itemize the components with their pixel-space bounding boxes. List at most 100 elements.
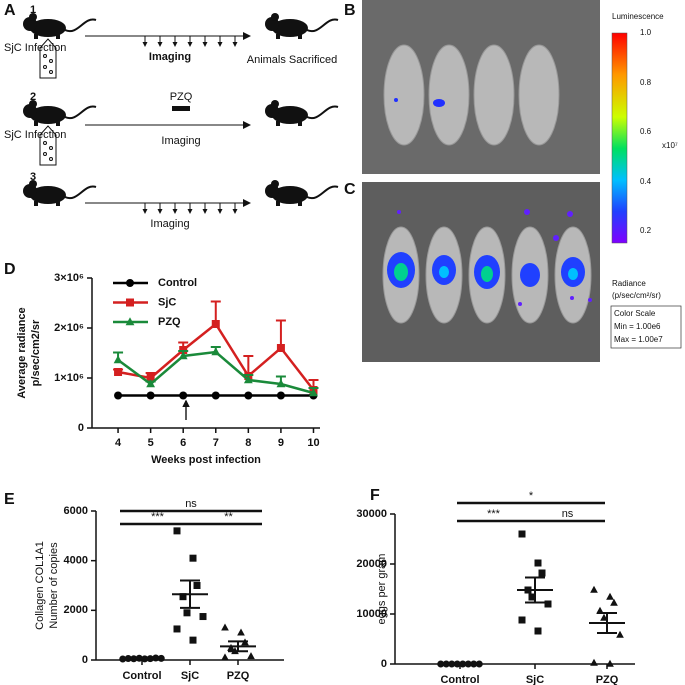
marker	[221, 653, 229, 661]
marker	[606, 592, 614, 600]
y-tick-label: 3×10⁶	[54, 272, 84, 284]
x-axis-label: Weeks post infection	[151, 454, 261, 466]
panel-a: A 1 SjC Infection Imaging Animals Sacrif…	[4, 2, 339, 230]
significance-label: ns	[562, 508, 574, 520]
x-tick-label: 6	[180, 437, 186, 449]
panel-label: D	[4, 261, 16, 278]
x-tick-label: 7	[213, 437, 219, 449]
marker	[244, 391, 253, 400]
marker	[221, 623, 229, 631]
y-axis-label: eggs per gram	[376, 554, 388, 625]
legend-marker	[126, 279, 134, 287]
marker	[309, 388, 318, 397]
y-tick-label: 2×10⁶	[54, 322, 84, 334]
significance-label: *	[529, 490, 534, 502]
y-tick-label: 2000	[64, 604, 88, 616]
legend-label: Control	[158, 277, 197, 289]
marker	[179, 593, 187, 601]
y-tick-label: 6000	[64, 505, 88, 517]
panel-images: B C	[344, 0, 600, 362]
scale-min: Min = 1.00e6	[614, 322, 661, 331]
x-tick-label: Control	[122, 670, 161, 682]
marker	[590, 585, 598, 593]
scale-title: Color Scale	[614, 309, 656, 318]
legend-label: PZQ	[158, 316, 181, 328]
x-tick-label: Control	[440, 674, 479, 685]
legend-label: SjC	[158, 296, 176, 308]
marker	[157, 654, 165, 662]
marker	[475, 660, 483, 668]
marker	[437, 660, 445, 668]
x-tick-label: 9	[278, 437, 284, 449]
colorbar-unit: (p/sec/cm²/sr)	[612, 291, 661, 300]
colorbar-tick: 0.2	[640, 226, 652, 235]
marker	[199, 613, 207, 621]
marker	[227, 643, 235, 651]
x-tick-label: 5	[148, 437, 154, 449]
marker	[518, 530, 526, 538]
panel-label: C	[344, 181, 356, 198]
marker	[276, 344, 285, 352]
marker	[237, 628, 245, 636]
significance-label: ***	[151, 511, 165, 523]
marker	[189, 636, 197, 644]
y-tick-label: 1×10⁶	[54, 372, 84, 384]
marker	[211, 391, 220, 400]
colorbar-tick: 0.4	[640, 177, 652, 186]
colorbar-tick: 0.8	[640, 78, 652, 87]
marker	[534, 559, 542, 567]
marker	[119, 655, 127, 663]
y-tick-label: 20000	[356, 558, 387, 570]
marker	[600, 613, 608, 621]
imaging-label: Imaging	[149, 51, 191, 63]
y-tick-label: 4000	[64, 555, 88, 567]
y-axis-label: Number of copies	[48, 542, 60, 629]
panel-label: A	[4, 2, 16, 19]
infection-label: SjC Infection	[4, 42, 66, 54]
x-tick-label: SjC	[181, 670, 199, 682]
marker	[211, 347, 221, 356]
colorbar-unit-title: Radiance	[612, 279, 646, 288]
legend-marker	[126, 298, 134, 307]
marker	[538, 569, 546, 577]
x-tick-label: 8	[245, 437, 251, 449]
marker	[518, 616, 526, 624]
x-tick-label: PZQ	[596, 674, 619, 685]
y-tick-label: 0	[82, 654, 88, 666]
marker	[114, 368, 123, 376]
y-axis-label: Collagen COL1A1	[34, 541, 46, 630]
y-tick-label: 0	[78, 422, 84, 434]
colorbar-title: Luminescence	[612, 12, 664, 21]
marker	[146, 374, 155, 382]
error-bar	[275, 319, 286, 348]
significance-label: **	[224, 511, 233, 523]
marker	[211, 320, 220, 328]
panel-label: F	[370, 487, 380, 504]
imaging-label: Imaging	[161, 135, 200, 147]
colorbar-tick: 1.0	[640, 28, 652, 37]
row-number: 1	[30, 4, 36, 16]
treatment-label: PZQ	[170, 91, 193, 103]
y-axis-label: Average radiance	[16, 307, 28, 398]
colorbar-tick: 0.6	[640, 127, 652, 136]
marker	[544, 600, 552, 608]
marker	[193, 582, 201, 589]
marker	[616, 630, 624, 638]
x-tick-label: PZQ	[227, 670, 250, 682]
marker	[606, 659, 614, 667]
marker	[534, 627, 542, 635]
marker	[183, 609, 191, 617]
scale-max: Max = 1.00e7	[614, 335, 663, 344]
panel-label: E	[4, 491, 15, 508]
marker	[247, 652, 255, 660]
panel-label: B	[344, 2, 356, 19]
marker	[113, 355, 123, 364]
marker	[610, 598, 618, 606]
infection-label: SjC Infection	[4, 129, 66, 141]
y-tick-label: 30000	[356, 508, 387, 520]
legend-marker	[125, 317, 135, 326]
y-axis-label: p/sec/cm2/sr	[30, 319, 42, 386]
row-number: 2	[30, 91, 36, 103]
marker	[243, 375, 253, 384]
row-number: 3	[30, 171, 36, 183]
